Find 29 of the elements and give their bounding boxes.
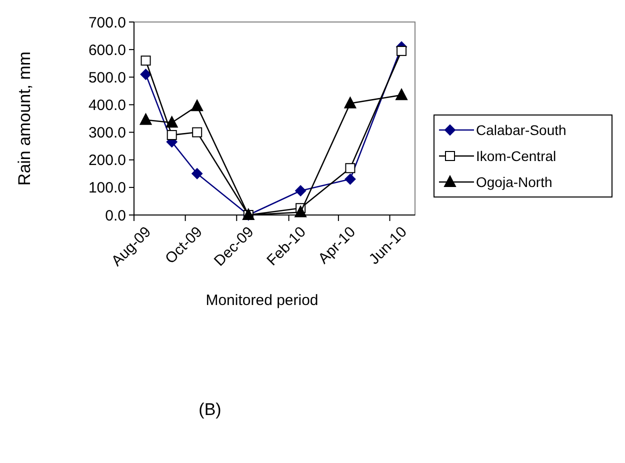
point (345, 163, 356, 174)
point (344, 174, 356, 185)
y-tick-label: 200.0 (88, 152, 126, 170)
point (396, 88, 408, 100)
point (140, 56, 151, 66)
point (166, 130, 177, 140)
legend-label: Calabar-South (476, 122, 566, 138)
point (192, 168, 203, 180)
point (140, 113, 152, 125)
point (192, 127, 202, 138)
y-tick-label: 600.0 (88, 42, 126, 59)
y-tick-label: 0.0 (105, 207, 126, 224)
y-tick-label: 400.0 (88, 96, 126, 114)
y-tick-label: 700.0 (88, 14, 126, 32)
point (344, 96, 356, 108)
y-tick-label: 100.0 (88, 180, 126, 197)
point (166, 116, 178, 128)
point (295, 185, 306, 196)
point (191, 100, 204, 112)
text: (B) (198, 400, 222, 419)
x-axis-title: Monitored period (206, 292, 318, 309)
point (294, 206, 307, 218)
y-tick-label: 300.0 (88, 124, 126, 142)
legend-label: Ogoja-North (476, 174, 552, 190)
point (140, 68, 152, 80)
y-axis-title: Rain amount, mm (15, 51, 34, 186)
y-tick-label: 500.0 (88, 69, 126, 86)
legend-label: Ikom-Central (476, 148, 556, 164)
point (396, 46, 407, 56)
